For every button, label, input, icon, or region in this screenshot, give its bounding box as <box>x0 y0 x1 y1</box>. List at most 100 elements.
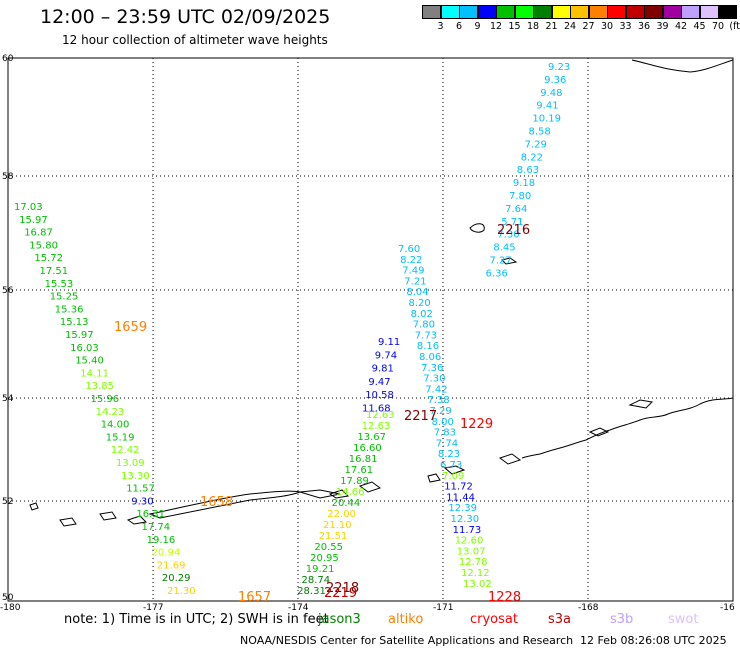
wave-height-label: 9.18 <box>513 178 535 189</box>
lat-label: 60 <box>2 54 14 64</box>
wave-height-label: 10.19 <box>532 114 561 125</box>
pass-time-label: 1659 <box>114 320 147 335</box>
wave-height-label: 13.09 <box>116 458 145 469</box>
scale-label: 6 <box>455 21 463 32</box>
wave-height-label: 19.16 <box>147 535 176 546</box>
scale-swatch <box>440 5 460 19</box>
lat-label: 50 <box>2 593 14 603</box>
wave-height-label: 15.40 <box>75 356 104 367</box>
lat-label: 52 <box>2 497 13 507</box>
scale-swatch <box>625 5 645 19</box>
scale-label: 30 <box>600 21 614 32</box>
wave-height-label: 7.64 <box>505 204 527 215</box>
page-title: 12:00 – 23:59 UTC 02/09/2025 <box>40 6 331 28</box>
pass-time-label: 1228 <box>488 590 521 605</box>
pass-time-label: 2218 <box>326 581 359 596</box>
wave-height-label: 28.31 <box>297 586 326 597</box>
wave-height-label: 20.55 <box>314 542 343 553</box>
wave-height-label: 9.41 <box>536 101 558 112</box>
wave-height-label: 11.57 <box>126 484 155 495</box>
wave-height-label: 16.31 <box>136 509 165 520</box>
scale-label: 33 <box>619 21 632 32</box>
wave-height-label: 7.74 <box>436 438 458 449</box>
wave-height-label: 15.97 <box>19 215 48 226</box>
wave-height-label: 16.03 <box>70 343 99 354</box>
wave-height-label: 13.67 <box>357 432 386 443</box>
lon-label: -171 <box>433 603 453 613</box>
sat-label-s3b: s3b <box>610 612 634 627</box>
wave-height-label: 21.30 <box>167 586 196 597</box>
pass-time-label: 2219 <box>324 586 357 601</box>
wave-height-label: 20.44 <box>332 498 361 509</box>
wave-height-label: 10.58 <box>365 390 394 401</box>
wave-height-label: 9.47 <box>368 377 390 388</box>
scale-swatch <box>551 5 571 19</box>
scale-swatch <box>477 5 497 19</box>
scale-swatch <box>681 5 700 19</box>
wave-height-label: 8.20 <box>409 298 431 309</box>
wave-height-label: 9.74 <box>375 350 397 361</box>
wave-height-label: 15.80 <box>29 240 58 251</box>
wave-height-label: 7.09 <box>442 471 464 482</box>
pass-time-label: 1229 <box>460 417 493 432</box>
scale-swatch <box>422 5 441 19</box>
wave-height-label: 15.97 <box>65 330 94 341</box>
wave-height-label: 8.23 <box>438 449 460 460</box>
wave-height-label: 12.60 <box>455 536 484 547</box>
wave-height-label: 12.63 <box>366 410 395 421</box>
lat-label: 56 <box>2 286 14 296</box>
wave-height-label: 7.36 <box>421 363 443 374</box>
wave-height-label: 15.53 <box>45 279 74 290</box>
wave-height-label: 20.95 <box>310 553 339 564</box>
wave-height-label: 17.51 <box>40 266 69 277</box>
wave-height-label: 9.30 <box>131 496 153 507</box>
wave-height-label: 14.66 <box>336 487 365 498</box>
wave-height-label: 9.11 <box>378 337 400 348</box>
wave-height-label: 7.38 <box>427 395 449 406</box>
wave-height-label: 13.85 <box>85 381 114 392</box>
scale-label: 21 <box>545 21 558 32</box>
wave-height-label: 17.89 <box>340 476 369 487</box>
sat-label-s3a: s3a <box>548 612 572 627</box>
note-text: note: 1) Time is in UTC; 2) SWH is in fe… <box>64 612 329 627</box>
wave-height-label: 6.36 <box>486 268 508 279</box>
wave-height-label: 7.80 <box>509 191 531 202</box>
wave-height-label: 12.12 <box>461 568 490 579</box>
gridlines <box>8 58 733 601</box>
wave-height-label: 17.74 <box>142 522 171 533</box>
scale-label: 12 <box>489 21 503 32</box>
scale-swatch <box>514 5 534 19</box>
wave-height-label: 15.13 <box>60 317 89 328</box>
wave-height-label: 7.30 <box>423 374 445 385</box>
wave-height-label: 8.22 <box>400 255 422 266</box>
sat-label-altiko: altiko <box>388 612 424 627</box>
wave-height-label: 17.03 <box>14 202 43 213</box>
wave-height-label: 13.02 <box>463 579 492 590</box>
wave-height-label: 14.23 <box>96 407 125 418</box>
wave-height-label: 22.00 <box>327 509 356 520</box>
wave-height-label: 5.71 <box>501 217 523 228</box>
wave-height-label: 12.78 <box>459 557 488 568</box>
wave-height-label: 8.16 <box>417 341 439 352</box>
scale-label: 45 <box>693 21 706 32</box>
scale-swatch <box>588 5 608 19</box>
wave-height-label: 12.63 <box>362 421 391 432</box>
scale-label: 9 <box>474 21 481 32</box>
wave-height-label: 9.23 <box>548 62 570 73</box>
wave-height-label: 20.29 <box>162 573 191 584</box>
scale-swatch <box>607 5 626 19</box>
scale-label: 27 <box>582 21 595 32</box>
wave-height-label: 7.27 <box>490 256 512 267</box>
wave-height-label: 7.30 <box>497 230 519 241</box>
scale-label: (ft) <box>729 21 740 32</box>
wave-height-label: 7.83 <box>434 428 456 439</box>
pass-time-label: 1658 <box>200 495 233 510</box>
lon-label: -16 <box>720 603 735 613</box>
scale-swatch <box>533 5 552 19</box>
wave-height-label: 8.22 <box>521 152 543 163</box>
scale-label: 24 <box>563 21 577 32</box>
scale-label: 42 <box>674 21 688 32</box>
footer-credit: NOAA/NESDIS Center for Satellite Applica… <box>240 634 574 647</box>
sat-label-swot: swot <box>668 612 699 627</box>
